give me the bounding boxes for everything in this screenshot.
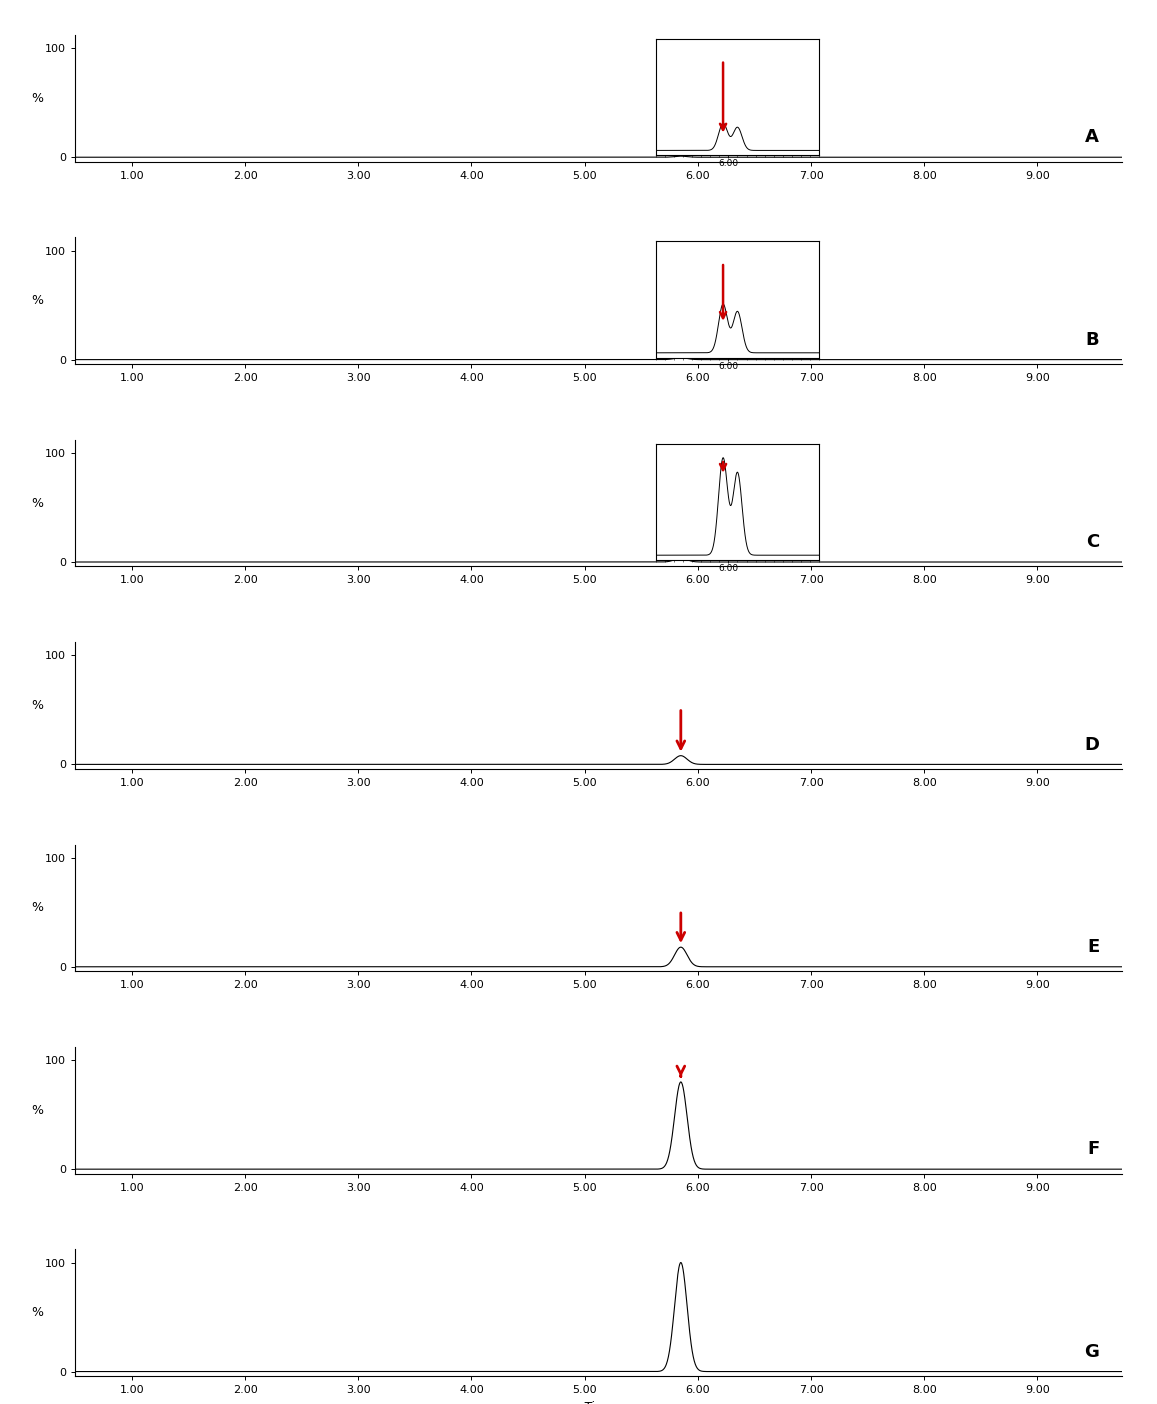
Text: G: G — [1084, 1342, 1099, 1360]
Y-axis label: %: % — [31, 1306, 43, 1320]
Y-axis label: %: % — [31, 901, 43, 914]
Text: B: B — [1085, 331, 1099, 348]
Text: D: D — [1084, 736, 1099, 754]
Text: A: A — [1085, 128, 1099, 146]
X-axis label: Time: Time — [583, 1401, 614, 1404]
Y-axis label: %: % — [31, 699, 43, 712]
Text: C: C — [1086, 534, 1099, 552]
Y-axis label: %: % — [31, 497, 43, 510]
Y-axis label: %: % — [31, 295, 43, 307]
Y-axis label: %: % — [31, 1104, 43, 1116]
Y-axis label: %: % — [31, 91, 43, 105]
Text: E: E — [1088, 938, 1099, 956]
Text: F: F — [1088, 1140, 1099, 1158]
